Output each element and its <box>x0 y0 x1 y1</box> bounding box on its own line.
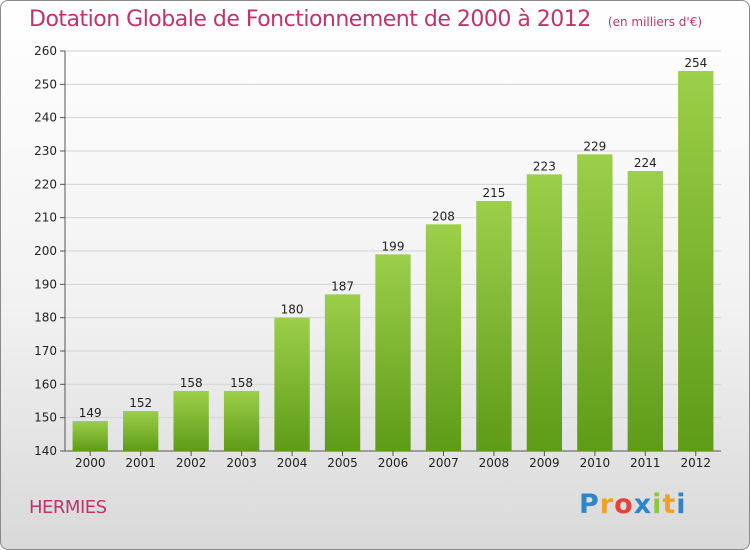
y-tick-label: 180 <box>34 311 57 325</box>
value-label-2000: 149 <box>79 406 102 420</box>
y-tick-label: 260 <box>34 44 57 58</box>
x-tick-label-2000: 2000 <box>75 456 106 470</box>
bar-2002 <box>173 391 209 451</box>
value-label-2007: 208 <box>432 209 455 223</box>
labels: 140 150 160 170 180 190 200 210 220 230 240 250 260 1… <box>34 44 711 470</box>
y-tick-label: 250 <box>34 77 57 91</box>
value-label-2009: 223 <box>533 159 556 173</box>
value-label-2004: 180 <box>281 303 304 317</box>
y-tick-label: 160 <box>34 377 57 391</box>
y-tick-label: 200 <box>34 244 57 258</box>
bar-2006 <box>375 254 411 451</box>
x-tick-label-2008: 2008 <box>479 456 510 470</box>
bar-2012 <box>678 71 714 451</box>
x-tick-label-2009: 2009 <box>529 456 560 470</box>
bar-2000 <box>72 421 108 451</box>
commune-name: HERMIES <box>29 497 107 518</box>
x-tick-label-2011: 2011 <box>630 456 661 470</box>
y-tick-label: 140 <box>34 444 57 458</box>
x-tick-label-2007: 2007 <box>428 456 459 470</box>
proxiti-logo[interactable]: Proxiti <box>579 489 687 520</box>
value-label-2006: 199 <box>382 239 405 253</box>
y-tick-label: 240 <box>34 111 57 125</box>
bar-2007 <box>425 224 462 451</box>
bars <box>72 71 714 452</box>
bar-2005 <box>324 294 361 451</box>
x-tick-label-2012: 2012 <box>680 456 711 470</box>
value-label-2011: 224 <box>634 156 657 170</box>
bar-2001 <box>123 411 159 451</box>
value-label-2012: 254 <box>684 56 707 70</box>
value-label-2008: 215 <box>482 186 505 200</box>
bar-2008 <box>476 201 512 451</box>
y-tick-label: 220 <box>34 177 57 191</box>
value-label-2001: 152 <box>129 396 152 410</box>
value-label-2002: 158 <box>180 376 203 390</box>
bar-2010 <box>577 154 613 452</box>
logo-letter: i <box>652 489 663 520</box>
x-tick-label-2006: 2006 <box>378 456 409 470</box>
logo-letter: x <box>633 489 653 520</box>
logo-letter: P <box>579 489 600 520</box>
logo-letter: t <box>662 489 677 520</box>
chart-unit: (en milliers d'€) <box>607 15 703 29</box>
logo-letter: i <box>676 489 687 520</box>
y-tick-label: 150 <box>34 411 57 425</box>
x-tick-label-2005: 2005 <box>327 456 358 470</box>
value-label-2010: 229 <box>583 139 606 153</box>
chart-title: Dotation Globale de Fonctionnement de 20… <box>29 7 591 32</box>
x-tick-label-2004: 2004 <box>277 456 308 470</box>
y-tick-label: 210 <box>34 211 57 225</box>
x-tick-label-2001: 2001 <box>125 456 156 470</box>
logo-letter: r <box>599 489 615 520</box>
y-tick-label: 230 <box>34 144 57 158</box>
x-tick-label-2010: 2010 <box>580 456 611 470</box>
y-tick-label: 190 <box>34 277 57 291</box>
x-tick-label-2003: 2003 <box>226 456 257 470</box>
bar-2004 <box>274 317 310 451</box>
bar-2011 <box>627 171 663 451</box>
title-row: Dotation Globale de Fonctionnement de 20… <box>29 7 702 32</box>
value-label-2005: 187 <box>331 279 354 293</box>
y-tick-label: 170 <box>34 344 57 358</box>
value-label-2003: 158 <box>230 376 253 390</box>
x-tick-label-2002: 2002 <box>176 456 207 470</box>
bar-2003 <box>223 391 260 451</box>
logo-letter: o <box>614 489 634 520</box>
bar-2009 <box>526 174 563 452</box>
